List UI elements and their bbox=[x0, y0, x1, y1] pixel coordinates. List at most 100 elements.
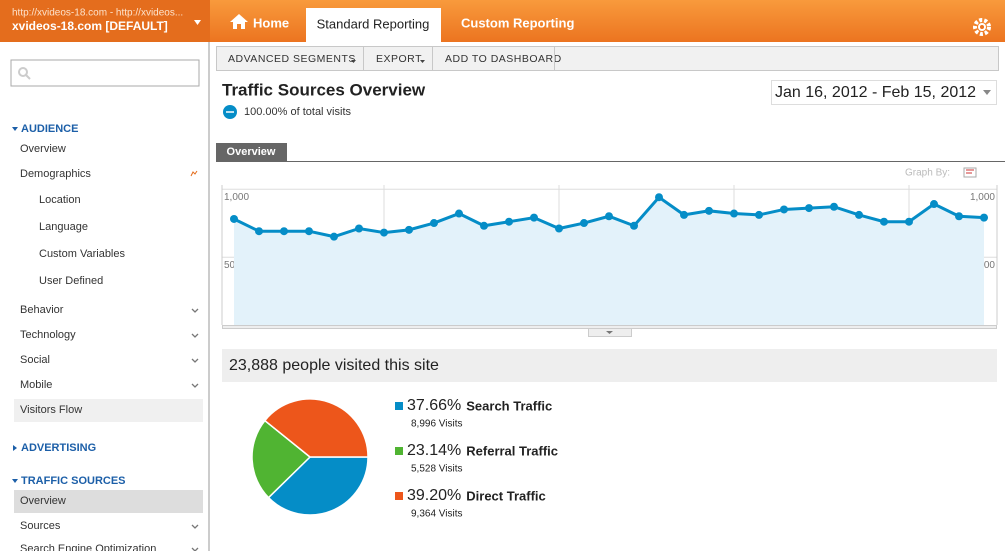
y-tick-label-right: 500 bbox=[978, 260, 995, 271]
point[interactable] bbox=[680, 210, 688, 219]
section-title[interactable]: ADVERTISING bbox=[21, 442, 96, 454]
section-arrow bbox=[12, 127, 18, 131]
date-caret bbox=[983, 90, 991, 95]
point[interactable] bbox=[230, 214, 238, 223]
search-input[interactable] bbox=[10, 59, 200, 87]
nav-chevron bbox=[191, 308, 199, 313]
nav-item[interactable]: Custom Variables bbox=[39, 248, 125, 260]
legend-name[interactable]: Search Traffic bbox=[466, 398, 552, 413]
section-title[interactable]: AUDIENCE bbox=[21, 123, 78, 135]
point[interactable] bbox=[980, 213, 988, 222]
toolbar-caret bbox=[420, 60, 425, 63]
point[interactable] bbox=[430, 219, 438, 228]
point[interactable] bbox=[705, 206, 713, 215]
point[interactable] bbox=[605, 212, 613, 221]
date-range-picker[interactable] bbox=[771, 80, 997, 105]
account-caret bbox=[194, 20, 201, 25]
legend-swatch bbox=[395, 492, 403, 500]
toolbar bbox=[216, 46, 999, 71]
section-arrow bbox=[13, 445, 17, 451]
point[interactable] bbox=[255, 227, 263, 236]
legend-name[interactable]: Referral Traffic bbox=[466, 443, 558, 458]
point[interactable] bbox=[305, 227, 313, 236]
nav-item[interactable]: Mobile bbox=[20, 379, 52, 391]
point[interactable] bbox=[380, 228, 388, 237]
settings-icon[interactable] bbox=[973, 18, 991, 36]
legend-name[interactable]: Direct Traffic bbox=[466, 488, 545, 503]
point[interactable] bbox=[480, 221, 488, 230]
point[interactable] bbox=[405, 225, 413, 234]
y-tick-label: 500 bbox=[224, 260, 241, 271]
pie-slice[interactable] bbox=[267, 456, 369, 516]
legend-swatch bbox=[395, 402, 403, 410]
nav-item[interactable]: Behavior bbox=[20, 304, 64, 316]
point[interactable] bbox=[355, 224, 363, 233]
nav-item[interactable]: Technology bbox=[20, 329, 76, 341]
point[interactable] bbox=[730, 209, 738, 218]
point[interactable] bbox=[855, 210, 863, 219]
point[interactable] bbox=[755, 210, 763, 219]
nav-item[interactable]: Search Engine Optimization bbox=[20, 543, 156, 555]
toolbar-button[interactable]: ADVANCED SEGMENTS bbox=[228, 53, 356, 65]
point[interactable] bbox=[330, 232, 338, 241]
nav-chevron bbox=[191, 524, 199, 529]
pie-slice[interactable] bbox=[263, 398, 369, 458]
slider-caret bbox=[606, 331, 613, 334]
overview-tab-label[interactable]: Overview bbox=[227, 146, 276, 158]
point[interactable] bbox=[805, 204, 813, 213]
nav-item[interactable]: Language bbox=[39, 221, 88, 233]
demographics-icon bbox=[190, 170, 198, 177]
y-tick-label: 1,000 bbox=[224, 192, 249, 203]
point[interactable] bbox=[505, 217, 513, 226]
sidebar bbox=[0, 42, 208, 551]
report-title: Traffic Sources Overview bbox=[222, 80, 426, 99]
y-tick-label-right: 1,000 bbox=[970, 192, 995, 203]
section-arrow bbox=[12, 479, 18, 483]
point[interactable] bbox=[830, 202, 838, 211]
point[interactable] bbox=[630, 221, 638, 230]
point[interactable] bbox=[530, 213, 538, 222]
point[interactable] bbox=[580, 219, 588, 228]
legend-percent[interactable]: 39.20% bbox=[407, 487, 461, 504]
legend-visits: 5,528 Visits bbox=[411, 464, 463, 475]
nav-item[interactable]: Overview bbox=[20, 143, 66, 155]
search-icon bbox=[18, 67, 31, 80]
nav-item[interactable]: Sources bbox=[20, 520, 61, 532]
nav-item[interactable]: Location bbox=[39, 194, 81, 206]
date-range[interactable]: Jan 16, 2012 - Feb 15, 2012 bbox=[775, 84, 976, 101]
account-selector[interactable] bbox=[0, 0, 210, 42]
legend-percent[interactable]: 37.66% bbox=[407, 397, 461, 414]
toolbar-caret bbox=[351, 60, 356, 63]
nav-item[interactable]: Demographics bbox=[20, 168, 91, 180]
nav-item[interactable]: Visitors Flow bbox=[20, 404, 82, 416]
toolbar-button[interactable]: EXPORT bbox=[376, 53, 422, 65]
point[interactable] bbox=[880, 217, 888, 226]
point[interactable] bbox=[555, 224, 563, 233]
tab-active-bg[interactable] bbox=[306, 8, 441, 42]
overview-tab[interactable] bbox=[216, 143, 287, 161]
nav-item[interactable]: Overview bbox=[20, 495, 66, 507]
tab-custom[interactable]: Custom Reporting bbox=[461, 15, 574, 30]
point[interactable] bbox=[930, 200, 938, 209]
nav-item[interactable]: User Defined bbox=[39, 275, 103, 287]
point[interactable] bbox=[655, 193, 663, 202]
point[interactable] bbox=[780, 205, 788, 214]
summary-text: 23,888 people visited this site bbox=[229, 357, 439, 374]
point[interactable] bbox=[280, 227, 288, 236]
nav-chevron bbox=[191, 383, 199, 388]
nav-chevron bbox=[191, 333, 199, 338]
point[interactable] bbox=[455, 209, 463, 218]
summary-bar bbox=[222, 349, 997, 382]
pie-slice[interactable] bbox=[251, 419, 312, 499]
nav-item[interactable]: Social bbox=[20, 354, 50, 366]
tab-standard[interactable]: Standard Reporting bbox=[317, 16, 430, 31]
section-title[interactable]: TRAFFIC SOURCES bbox=[21, 475, 126, 487]
graph-by-icon[interactable] bbox=[963, 167, 977, 178]
point[interactable] bbox=[905, 217, 913, 226]
tab-home[interactable]: Home bbox=[253, 15, 289, 30]
legend-percent[interactable]: 23.14% bbox=[407, 442, 461, 459]
legend-visits: 9,364 Visits bbox=[411, 509, 463, 520]
toolbar-button[interactable]: ADD TO DASHBOARD bbox=[445, 53, 562, 65]
point[interactable] bbox=[955, 212, 963, 221]
